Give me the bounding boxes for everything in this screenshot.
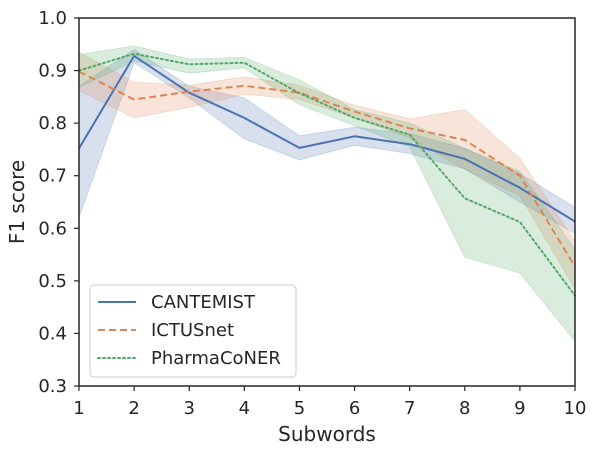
x-tick-label: 5 [294,398,305,419]
y-tick-label: 0.5 [38,271,67,292]
series-line-ictusnet [78,70,576,268]
y-tick-label: 0.8 [38,113,67,134]
series-lines [78,52,576,297]
x-tick-label: 9 [514,398,525,419]
y-tick-label: 1.0 [38,8,67,29]
y-tick-label: 0.4 [38,323,67,344]
x-tick-label: 1 [73,398,84,419]
y-axis-label: F1 score [5,160,29,244]
x-tick-label: 7 [404,398,415,419]
legend-label-cantemist: CANTEMIST [151,292,256,313]
y-tick-label: 0.6 [38,218,67,239]
plot-frame [78,17,576,387]
x-tick-label: 10 [564,398,587,419]
legend-label-pharmaconer: PharmaCoNER [151,348,281,369]
y-tick-label: 0.9 [38,61,67,82]
x-tick-label: 2 [128,398,139,419]
x-tick-label: 8 [459,398,470,419]
x-axis-label: Subwords [278,422,376,446]
x-tick-label: 3 [183,398,194,419]
series-line-cantemist [78,54,576,223]
legend-label-ictusnet: ICTUSnet [151,320,234,341]
series-line-pharmaconer [78,52,576,297]
y-tick-label: 0.7 [38,166,67,187]
x-axis-ticks: 1 2 3 4 5 6 7 8 9 10 [73,386,586,419]
y-axis-ticks: 0.3 0.4 0.5 0.6 0.7 0.8 0.9 1.0 [38,8,79,397]
legend: CANTEMIST ICTUSnet PharmaCoNER [89,284,297,378]
x-tick-label: 6 [349,398,360,419]
y-tick-label: 0.3 [38,376,67,397]
x-tick-label: 4 [239,398,250,419]
legend-box [89,284,297,378]
